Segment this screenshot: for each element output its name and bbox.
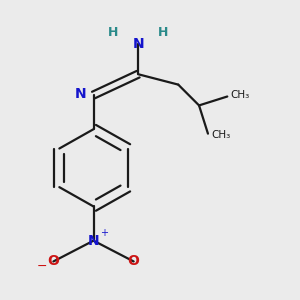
Text: N: N bbox=[88, 234, 99, 248]
Text: O: O bbox=[47, 254, 59, 268]
Text: O: O bbox=[128, 254, 140, 268]
Text: CH₃: CH₃ bbox=[211, 130, 230, 140]
Text: H: H bbox=[158, 26, 169, 39]
Text: CH₃: CH₃ bbox=[230, 90, 250, 100]
Text: +: + bbox=[100, 228, 108, 238]
Text: −: − bbox=[37, 260, 47, 273]
Text: N: N bbox=[74, 86, 86, 100]
Text: H: H bbox=[108, 26, 118, 39]
Text: N: N bbox=[132, 38, 144, 52]
